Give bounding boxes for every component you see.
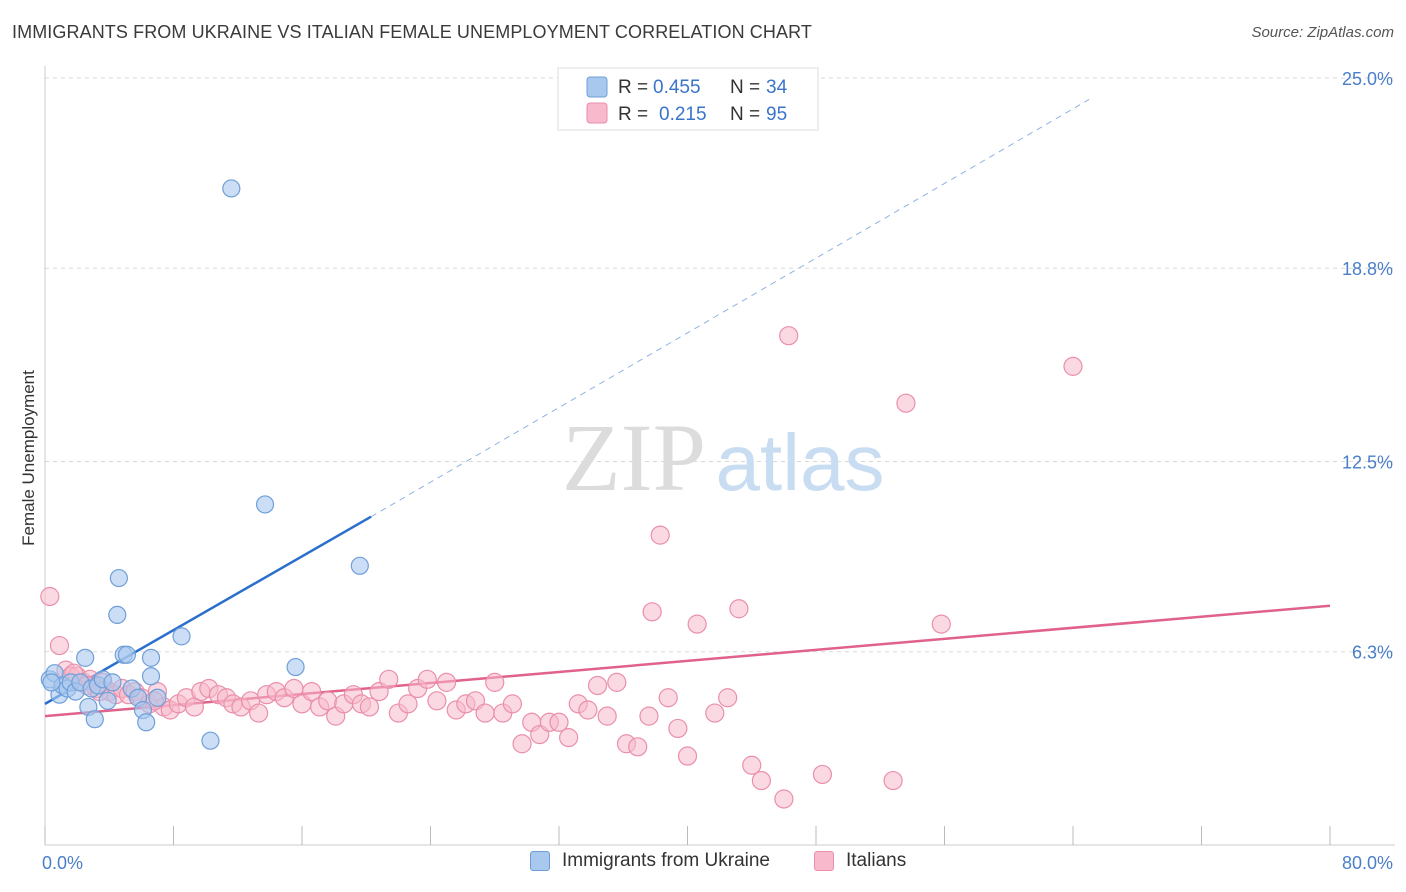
- italians-point: [559, 728, 579, 748]
- ukraine-point: [141, 648, 161, 667]
- italians-point: [40, 586, 60, 607]
- ukraine-point: [255, 495, 275, 514]
- ukraine-point: [76, 648, 95, 667]
- italians-point: [677, 746, 698, 766]
- legend-item-ukraine: Immigrants from Ukraine: [530, 850, 770, 872]
- ukraine-point: [137, 713, 156, 732]
- legend-top: R = 0.455 N = 34 R = 0.215 N = 95: [557, 67, 819, 131]
- ukraine-point: [222, 179, 241, 198]
- legend-swatch-italians: [586, 102, 608, 124]
- italians-point: [578, 700, 598, 720]
- ukraine-point: [109, 568, 128, 588]
- gridlines: [45, 77, 1395, 653]
- italians-point: [751, 770, 771, 791]
- ukraine-points: [40, 179, 369, 750]
- italians-point: [427, 691, 447, 711]
- italians-point: [742, 755, 762, 775]
- italians-point: [687, 614, 707, 634]
- legend-r-value: 0.455: [653, 77, 701, 98]
- x-tick-label: 80.0%: [1342, 853, 1393, 873]
- italians-point: [628, 737, 648, 757]
- ukraine-point: [172, 627, 191, 646]
- italians-point: [502, 694, 523, 714]
- legend-r-value: 0.215: [659, 104, 707, 125]
- x-tick-label: 0.0%: [42, 853, 83, 873]
- italians-point: [302, 681, 322, 702]
- ukraine-point: [350, 556, 369, 575]
- ukraine-point: [42, 673, 61, 692]
- italians-point: [774, 789, 794, 809]
- legend-n-value: 34: [766, 77, 788, 98]
- italians-point: [475, 703, 495, 723]
- italians-point: [1063, 356, 1083, 376]
- italians-point: [485, 672, 505, 692]
- legend-swatch-italians: [814, 851, 834, 871]
- legend-n-label: N =: [730, 104, 760, 125]
- italians-point: [398, 694, 418, 714]
- y-tick-label: 18.8%: [1342, 259, 1393, 279]
- watermark-atlas: atlas: [716, 418, 885, 507]
- italians-point: [639, 706, 659, 726]
- italians-point: [587, 675, 608, 696]
- italians-point: [549, 712, 569, 732]
- legend-swatch-ukraine: [530, 851, 550, 871]
- legend-item-italians: Italians: [814, 850, 906, 872]
- legend-r-label: R =: [618, 104, 648, 125]
- legend-bottom: Immigrants from Ukraine Italians: [0, 850, 1406, 880]
- italians-point: [607, 672, 627, 692]
- italians-point: [729, 599, 749, 619]
- italians-point: [718, 688, 738, 708]
- italians-point: [359, 697, 380, 717]
- legend-swatch-ukraine: [586, 76, 608, 98]
- italians-point: [931, 614, 951, 634]
- italians-point: [658, 688, 678, 708]
- italians-point: [49, 635, 70, 656]
- chart-title: IMMIGRANTS FROM UKRAINE VS ITALIAN FEMAL…: [12, 22, 812, 42]
- watermark-zip: ZIP: [562, 404, 706, 511]
- ukraine-point: [85, 710, 104, 729]
- ukraine-point: [201, 731, 220, 750]
- italians-point: [650, 525, 670, 545]
- italians-point: [436, 672, 457, 692]
- italians-point: [883, 770, 903, 791]
- italians-point: [705, 703, 725, 723]
- source-label: Source: ZipAtlas.com: [1251, 24, 1394, 41]
- italians-point: [512, 734, 532, 754]
- y-tick-label: 6.3%: [1352, 643, 1393, 663]
- legend-n-label: N =: [730, 77, 760, 98]
- italians-point: [597, 706, 617, 726]
- italians-point: [812, 764, 833, 785]
- italians-point: [896, 393, 916, 413]
- ukraine-point: [103, 673, 122, 692]
- ukraine-point: [98, 691, 117, 710]
- ukraine-point: [286, 657, 305, 677]
- ukraine-point: [108, 605, 127, 625]
- italians-point: [779, 326, 799, 346]
- italians-point: [379, 669, 399, 689]
- legend-label-ukraine: Immigrants from Ukraine: [562, 850, 770, 871]
- legend-n-value: 95: [766, 104, 787, 125]
- y-tick-label: 12.5%: [1342, 453, 1393, 473]
- tick-labels: 6.3% 12.5% 18.8% 25.0% 0.0% 80.0%: [42, 69, 1393, 873]
- italians-point: [249, 703, 269, 723]
- italians-point: [642, 602, 662, 622]
- y-axis-label: Female Unemployment: [19, 370, 38, 546]
- italians-point: [668, 718, 688, 739]
- ukraine-point: [141, 667, 161, 686]
- ukraine-point: [148, 688, 167, 707]
- legend-label-italians: Italians: [846, 850, 907, 871]
- legend-r-label: R =: [618, 77, 648, 98]
- ukraine-point: [117, 645, 137, 664]
- y-tick-label: 25.0%: [1342, 69, 1393, 89]
- italians-point: [417, 669, 437, 689]
